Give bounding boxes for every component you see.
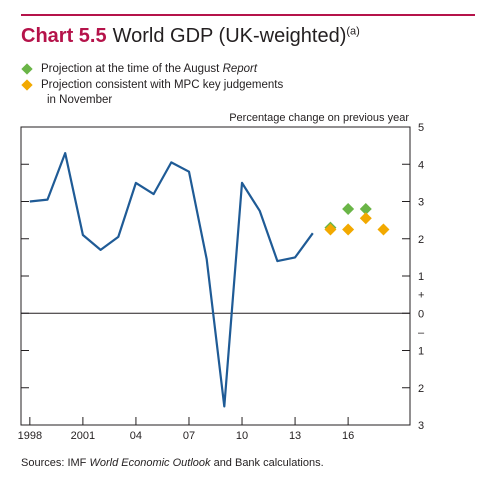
y-tick-label: 2 bbox=[418, 234, 424, 246]
x-tick-label: 13 bbox=[289, 430, 301, 442]
x-tick-label: 10 bbox=[236, 430, 248, 442]
y-axis-label: Percentage change on previous year bbox=[229, 112, 409, 124]
x-tick-label: 04 bbox=[130, 430, 142, 442]
august-projection-marker bbox=[359, 202, 372, 215]
y-sign-minus: – bbox=[418, 327, 425, 339]
y-tick-label: 1 bbox=[418, 271, 424, 283]
y-tick-label: 0 bbox=[418, 308, 424, 320]
gdp-line-series bbox=[29, 152, 314, 408]
legend-item-november: Projection consistent with MPC key judge… bbox=[21, 78, 284, 108]
sources-suffix: and Bank calculations. bbox=[210, 457, 324, 469]
legend-item-august: Projection at the time of the August Rep… bbox=[21, 62, 283, 77]
chart-title-text: World GDP (UK-weighted) bbox=[112, 25, 347, 47]
y-tick-label: 2 bbox=[418, 383, 424, 395]
y-tick-label: 1 bbox=[418, 346, 424, 358]
legend-label-november-line2: in November bbox=[47, 94, 113, 106]
legend-label-august: Projection at the time of the August bbox=[41, 63, 223, 75]
y-tick-label: 3 bbox=[418, 197, 424, 209]
sources-italic: World Economic Outlook bbox=[89, 457, 211, 469]
sources-prefix: Sources: IMF bbox=[21, 457, 90, 469]
sources-note: Sources: IMF World Economic Outlook and … bbox=[21, 457, 324, 469]
y-tick-label: 4 bbox=[418, 159, 424, 171]
chart-number: Chart 5.5 bbox=[21, 25, 107, 47]
footnote-marker: (a) bbox=[346, 25, 360, 38]
x-tick-label: 2001 bbox=[71, 430, 95, 442]
y-sign-plus: + bbox=[418, 290, 424, 302]
x-tick-label: 1998 bbox=[18, 430, 42, 442]
y-tick-label: 5 bbox=[418, 122, 424, 134]
x-tick-label: 16 bbox=[342, 430, 354, 442]
november-projection-marker bbox=[342, 223, 355, 236]
november-projection-marker bbox=[377, 223, 390, 236]
november-projection-marker bbox=[324, 223, 337, 236]
x-tick-label: 07 bbox=[183, 430, 195, 442]
y-tick-label: 3 bbox=[418, 420, 424, 432]
november-projection-marker bbox=[359, 212, 372, 225]
august-projection-marker bbox=[342, 202, 355, 215]
chart-title: Chart 5.5 World GDP (UK-weighted)(a) bbox=[21, 25, 360, 48]
title-rule bbox=[21, 14, 475, 16]
legend: Projection at the time of the August Rep… bbox=[21, 62, 284, 109]
legend-label-august-italic: Report bbox=[222, 63, 258, 75]
plot-frame bbox=[20, 126, 411, 426]
legend-label-november: Projection consistent with MPC key judge… bbox=[41, 79, 284, 91]
